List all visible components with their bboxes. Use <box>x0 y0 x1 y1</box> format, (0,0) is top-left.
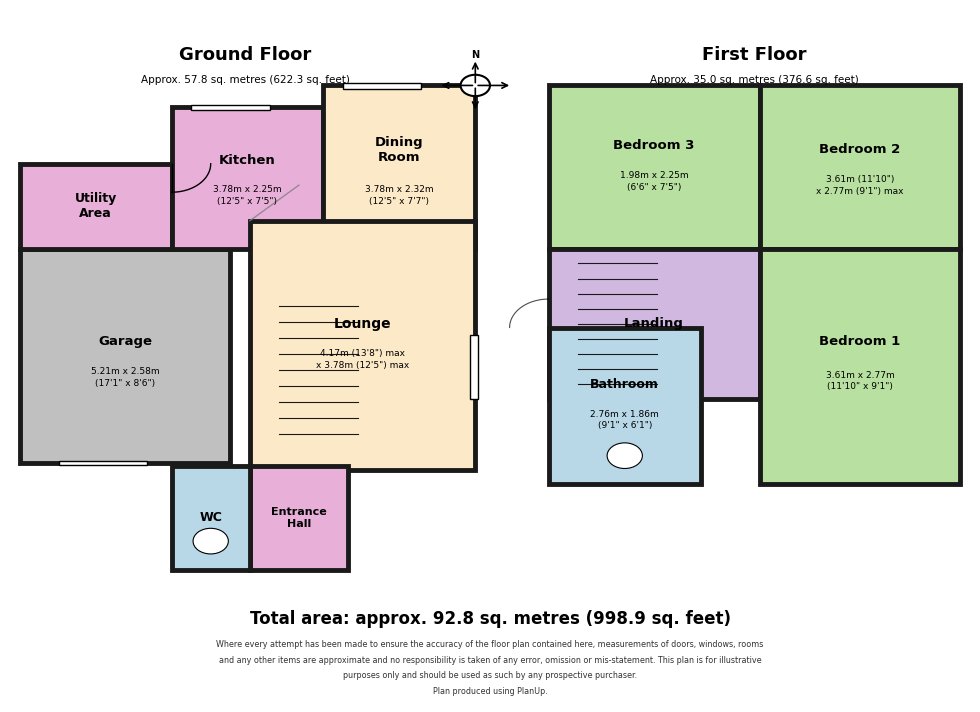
Circle shape <box>608 443 643 468</box>
Circle shape <box>193 528 228 554</box>
Text: Ground Floor: Ground Floor <box>179 46 311 64</box>
Text: Entrance
Hall: Entrance Hall <box>271 507 326 529</box>
Text: Where every attempt has been made to ensure the accuracy of the floor plan conta: Where every attempt has been made to ens… <box>217 640 763 649</box>
Bar <box>250 221 475 470</box>
Text: 3.61m (11'10")
x 2.77m (9'1") max: 3.61m (11'10") x 2.77m (9'1") max <box>816 174 904 196</box>
Bar <box>760 85 960 249</box>
Bar <box>191 105 270 110</box>
Text: Landing: Landing <box>624 318 684 330</box>
Text: WC: WC <box>199 511 222 525</box>
Text: Bedroom 2: Bedroom 2 <box>819 143 901 156</box>
Text: Approx. 57.8 sq. metres (622.3 sq. feet): Approx. 57.8 sq. metres (622.3 sq. feet) <box>140 75 350 85</box>
Text: Utility
Area: Utility Area <box>74 192 117 221</box>
Bar <box>172 466 250 570</box>
Bar <box>549 85 760 249</box>
Text: Garage: Garage <box>98 335 152 348</box>
Text: 5.21m x 2.58m
(17'1" x 8'6"): 5.21m x 2.58m (17'1" x 8'6") <box>90 367 160 388</box>
Text: 2.76m x 1.86m
(9'1" x 6'1"): 2.76m x 1.86m (9'1" x 6'1") <box>590 409 660 431</box>
Bar <box>343 83 421 89</box>
Bar <box>172 107 323 249</box>
Bar <box>323 85 475 249</box>
Text: Dining
Room: Dining Room <box>375 135 423 164</box>
Text: Lounge: Lounge <box>334 317 391 331</box>
Bar <box>470 335 478 399</box>
Text: Bedroom 1: Bedroom 1 <box>819 335 901 348</box>
Text: Plan produced using PlanUp.: Plan produced using PlanUp. <box>432 687 548 696</box>
Bar <box>250 466 348 570</box>
Text: First Floor: First Floor <box>703 46 807 64</box>
Text: Bathroom: Bathroom <box>590 378 660 391</box>
Text: 3.61m x 2.77m
(11'10" x 9'1"): 3.61m x 2.77m (11'10" x 9'1") <box>825 370 895 392</box>
Text: Total area: approx. 92.8 sq. metres (998.9 sq. feet): Total area: approx. 92.8 sq. metres (998… <box>250 610 730 629</box>
Text: Approx. 35.0 sq. metres (376.6 sq. feet): Approx. 35.0 sq. metres (376.6 sq. feet) <box>650 75 859 85</box>
Bar <box>549 249 760 399</box>
Text: purposes only and should be used as such by any prospective purchaser.: purposes only and should be used as such… <box>343 671 637 680</box>
Bar <box>20 249 230 463</box>
Bar <box>20 164 172 249</box>
Circle shape <box>461 75 490 96</box>
Text: and any other items are approximate and no responsibility is taken of any error,: and any other items are approximate and … <box>219 656 761 664</box>
Text: 1.98m x 2.25m
(6'6" x 7'5"): 1.98m x 2.25m (6'6" x 7'5") <box>619 171 689 192</box>
Text: N: N <box>471 50 479 61</box>
Bar <box>59 461 147 465</box>
Text: 3.78m x 2.25m
(12'5" x 7'5"): 3.78m x 2.25m (12'5" x 7'5") <box>213 185 282 206</box>
Text: 4.17m (13'8") max
x 3.78m (12'5") max: 4.17m (13'8") max x 3.78m (12'5") max <box>316 349 410 370</box>
Text: Kitchen: Kitchen <box>220 154 275 167</box>
Text: Bedroom 3: Bedroom 3 <box>613 140 695 152</box>
Bar <box>760 249 960 484</box>
Bar <box>549 328 701 484</box>
Text: 3.78m x 2.32m
(12'5" x 7'7"): 3.78m x 2.32m (12'5" x 7'7") <box>365 185 434 206</box>
